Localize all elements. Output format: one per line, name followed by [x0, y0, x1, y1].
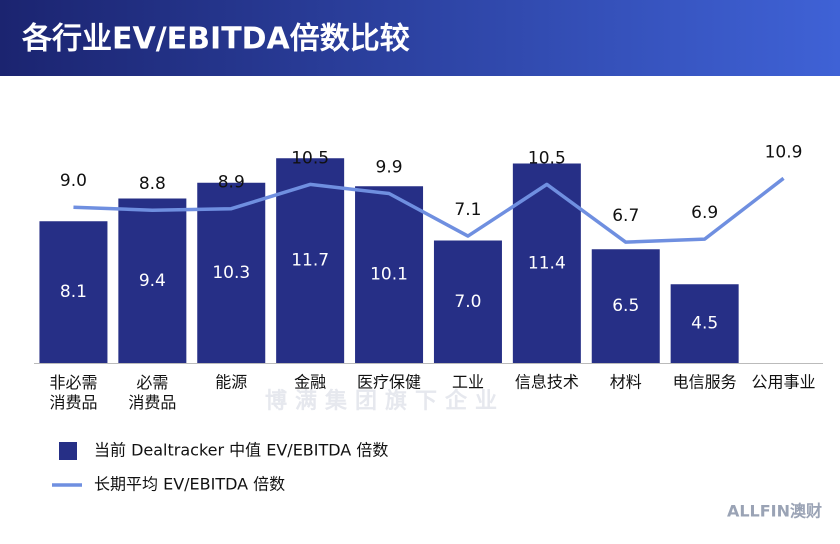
legend-swatch — [59, 442, 77, 460]
x-tick-label: 电信服务 — [673, 373, 737, 392]
bar — [670, 284, 739, 363]
bar-value-label: 8.1 — [60, 282, 87, 302]
x-tick-label: 金融 — [294, 373, 326, 392]
legend-label: 当前 Dealtracker 中值 EV/EBITDA 倍数 — [94, 441, 388, 460]
bar-value-label: 10.1 — [370, 265, 408, 285]
bar — [197, 182, 266, 363]
line-value-label: 6.9 — [691, 203, 718, 223]
line-value-label: 9.9 — [376, 158, 403, 178]
line-value-label: 8.8 — [139, 174, 166, 194]
line — [73, 176, 785, 244]
bar — [39, 221, 108, 363]
line-value-label: 8.9 — [218, 173, 245, 193]
bar — [355, 186, 424, 363]
x-tick-label: 信息技术 — [515, 373, 579, 392]
bar — [433, 240, 502, 363]
line-value-label: 9.0 — [60, 171, 87, 191]
chart-title: 各行业EV/EBITDA倍数比较 — [21, 22, 410, 57]
line-value-label: 7.1 — [454, 200, 481, 220]
bar-value-label: 4.5 — [691, 314, 718, 334]
x-tick-label: 材料 — [610, 373, 642, 392]
legend-label: 长期平均 EV/EBITDA 倍数 — [94, 475, 285, 494]
line-value-label: 10.5 — [528, 148, 566, 168]
bar — [118, 198, 187, 363]
x-tick-label: 医疗保健 — [357, 373, 421, 392]
line-value-label: 10.9 — [765, 142, 803, 162]
bar-value-label: 7.0 — [454, 292, 481, 312]
bar-value-label: 11.7 — [291, 251, 329, 271]
bar — [591, 249, 660, 363]
line-value-label: 10.5 — [291, 148, 329, 168]
bar-value-label: 6.5 — [612, 296, 639, 316]
watermark: 博满集团旗下企业 — [265, 388, 505, 414]
header-band — [0, 0, 840, 76]
bar-value-label: 11.4 — [528, 253, 566, 273]
bar-value-label: 10.3 — [212, 263, 250, 283]
line-value-label: 6.7 — [612, 206, 639, 226]
x-tick-label: 工业 — [452, 373, 484, 392]
x-tick-label: 能源 — [215, 373, 247, 392]
x-tick-label: 必需消费品 — [128, 373, 176, 412]
x-tick-label: 非必需消费品 — [49, 373, 97, 412]
x-tick-label: 公用事业 — [752, 373, 816, 392]
bar-value-label: 9.4 — [139, 271, 166, 291]
brand: ALLFIN澳财 — [727, 502, 822, 521]
bar — [512, 163, 581, 363]
